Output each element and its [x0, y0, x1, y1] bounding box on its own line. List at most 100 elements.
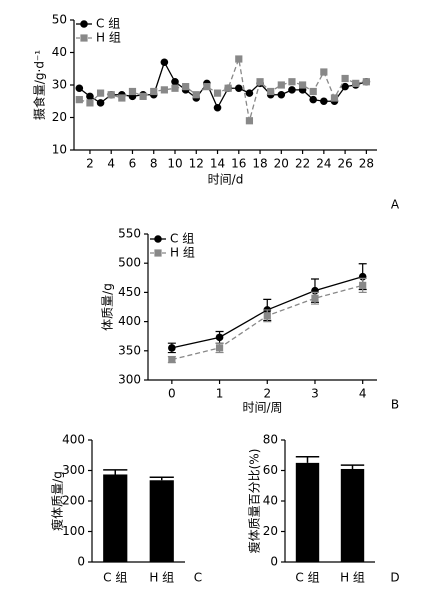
legend-marker	[154, 249, 162, 257]
data-point	[168, 355, 176, 364]
data-point	[213, 89, 222, 97]
y-tick-label: 300	[118, 373, 141, 387]
y-axis-label: 摄食量/g·d⁻¹	[32, 50, 47, 120]
x-tick-label: 18	[252, 157, 267, 171]
x-tick-label: C 组	[103, 571, 127, 585]
data-point	[224, 84, 232, 92]
x-tick-label: 3	[311, 387, 319, 401]
y-axis-label: 体质量/g	[101, 283, 115, 331]
legend-marker	[80, 34, 88, 42]
data-point	[311, 294, 319, 302]
data-point	[277, 81, 285, 89]
data-point	[267, 87, 275, 96]
data-point	[320, 68, 328, 76]
data-point	[256, 78, 264, 86]
data-point	[107, 91, 115, 99]
y-tick-label: 400	[118, 314, 141, 328]
y-tick-label: 300	[62, 463, 85, 477]
x-tick-label: H 组	[149, 571, 174, 585]
y-tick-label: 80	[263, 433, 278, 447]
series-line	[78, 60, 367, 110]
data-point	[86, 99, 94, 107]
legend-label: C 组	[170, 232, 194, 246]
x-tick-label: 12	[189, 157, 204, 171]
data-point	[160, 86, 168, 94]
data-point	[352, 79, 360, 87]
data-point	[171, 77, 179, 86]
x-tick-label: 28	[359, 157, 374, 171]
error-bar	[149, 476, 174, 481]
legend-label: H 组	[170, 246, 195, 260]
data-point	[341, 74, 349, 83]
x-tick-label: 16	[231, 157, 246, 171]
bar	[149, 480, 174, 562]
y-tick-label: 0	[77, 555, 85, 569]
panel-label: D	[390, 571, 399, 585]
panel-label: B	[391, 398, 399, 412]
x-tick-label: C 组	[295, 571, 319, 585]
y-tick-label: 30	[52, 78, 67, 92]
y-tick-label: 450	[118, 285, 141, 299]
legend-label: H 组	[96, 31, 121, 45]
y-tick-label: 10	[52, 143, 67, 157]
data-point	[213, 103, 222, 112]
y-axis-label: 瘦体质量百分比(%)	[247, 449, 262, 554]
data-point	[288, 78, 296, 86]
data-point	[139, 92, 147, 100]
data-point	[245, 89, 254, 97]
x-tick-label: 6	[129, 157, 137, 171]
x-tick-label: 24	[316, 157, 331, 171]
data-point	[215, 333, 224, 342]
data-point	[341, 82, 349, 91]
data-point	[330, 94, 339, 102]
y-tick-label: 400	[62, 433, 85, 447]
x-tick-label: 10	[167, 157, 182, 171]
y-tick-label: 550	[118, 227, 141, 241]
data-point	[182, 83, 190, 91]
data-point	[235, 55, 243, 63]
data-point	[96, 89, 105, 97]
x-axis-label: 时间/d	[208, 173, 244, 187]
y-tick-label: 40	[52, 45, 67, 59]
series-line	[171, 284, 363, 361]
data-point	[298, 81, 307, 89]
y-tick-label: 100	[62, 524, 85, 538]
data-point	[75, 96, 83, 104]
x-tick-label: 4	[107, 157, 115, 171]
y-tick-label: 60	[263, 463, 278, 477]
data-point	[128, 87, 137, 96]
error-bar	[103, 469, 128, 475]
x-tick-label: 8	[150, 157, 158, 171]
x-tick-label: 26	[337, 157, 352, 171]
data-point	[309, 95, 318, 104]
data-point	[288, 86, 296, 94]
data-point	[192, 91, 200, 99]
bar	[295, 462, 320, 562]
data-point	[362, 78, 370, 86]
data-point	[359, 281, 367, 289]
panel-label: A	[391, 198, 400, 212]
error-bar	[340, 464, 365, 469]
x-tick-label: 22	[295, 157, 310, 171]
legend-marker	[80, 20, 88, 28]
data-point	[277, 90, 286, 99]
data-point	[171, 84, 179, 92]
data-point	[75, 84, 84, 93]
y-tick-label: 200	[62, 494, 85, 508]
x-tick-label: 20	[274, 157, 289, 171]
y-tick-label: 50	[52, 13, 67, 27]
panel-label: C	[194, 571, 202, 585]
data-point	[309, 87, 317, 96]
bar	[340, 468, 365, 562]
data-point	[118, 94, 126, 102]
x-tick-label: 2	[263, 387, 271, 401]
x-tick-label: H 组	[340, 571, 365, 585]
bar	[103, 474, 128, 562]
data-point	[86, 92, 94, 101]
x-tick-label: 1	[216, 387, 224, 401]
x-tick-label: 2	[86, 157, 94, 171]
data-point	[160, 58, 169, 67]
x-tick-label: 0	[168, 387, 176, 401]
data-point	[263, 312, 271, 320]
